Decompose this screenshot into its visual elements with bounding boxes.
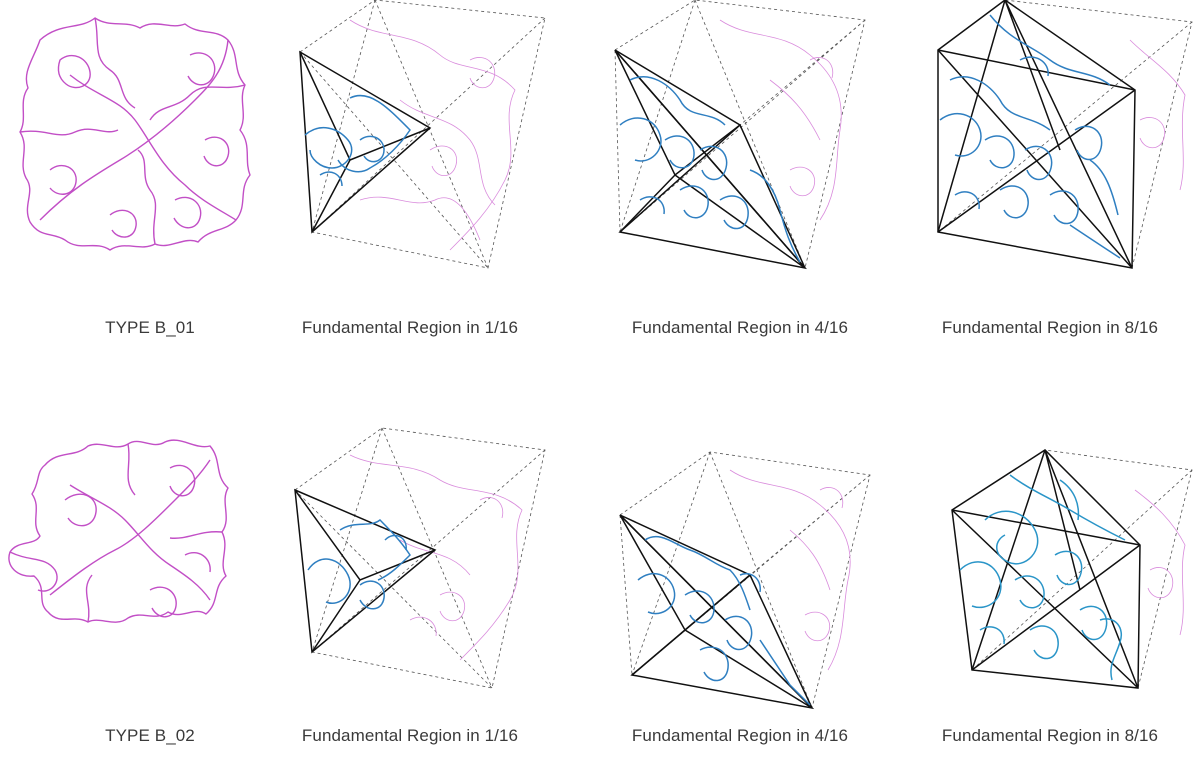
region-4-16-b02-drawing <box>619 451 871 710</box>
type-b02-surface-drawing <box>8 439 229 623</box>
panel-type-b02: TYPE B_02 <box>0 380 300 760</box>
type-b01-surface-drawing <box>19 17 251 251</box>
panel-caption: Fundamental Region in 8/16 <box>941 726 1159 745</box>
panel-caption: Fundamental Region in 4/16 <box>631 318 849 337</box>
panel-region-4-16-b01: Fundamental Region in 4/16 <box>590 0 890 380</box>
panel-caption: TYPE B_02 <box>105 726 195 745</box>
panel-region-1-16-b01: Fundamental Region in 1/16 <box>260 0 560 380</box>
panel-caption: Fundamental Region in 4/16 <box>631 726 849 745</box>
panel-region-8-16-b02: Fundamental Region in 8/16 <box>900 380 1200 760</box>
panel-caption: Fundamental Region in 8/16 <box>941 318 1159 337</box>
region-4-16-b01-drawing <box>614 0 866 270</box>
panel-region-1-16-b02: Fundamental Region in 1/16 <box>260 380 560 760</box>
region-8-16-b02-drawing <box>951 449 1193 689</box>
panel-caption: TYPE B_01 <box>105 318 195 337</box>
region-1-16-b02-drawing <box>294 427 546 689</box>
panel-type-b01: TYPE B_01 <box>0 0 300 380</box>
panel-caption: Fundamental Region in 1/16 <box>301 726 519 745</box>
panel-region-4-16-b02: Fundamental Region in 4/16 <box>590 380 890 760</box>
panel-caption: Fundamental Region in 1/16 <box>301 318 519 337</box>
panel-region-8-16-b01: Fundamental Region in 8/16 <box>900 0 1200 380</box>
region-8-16-b01-drawing <box>937 0 1193 269</box>
region-1-16-b01-drawing <box>299 0 546 269</box>
